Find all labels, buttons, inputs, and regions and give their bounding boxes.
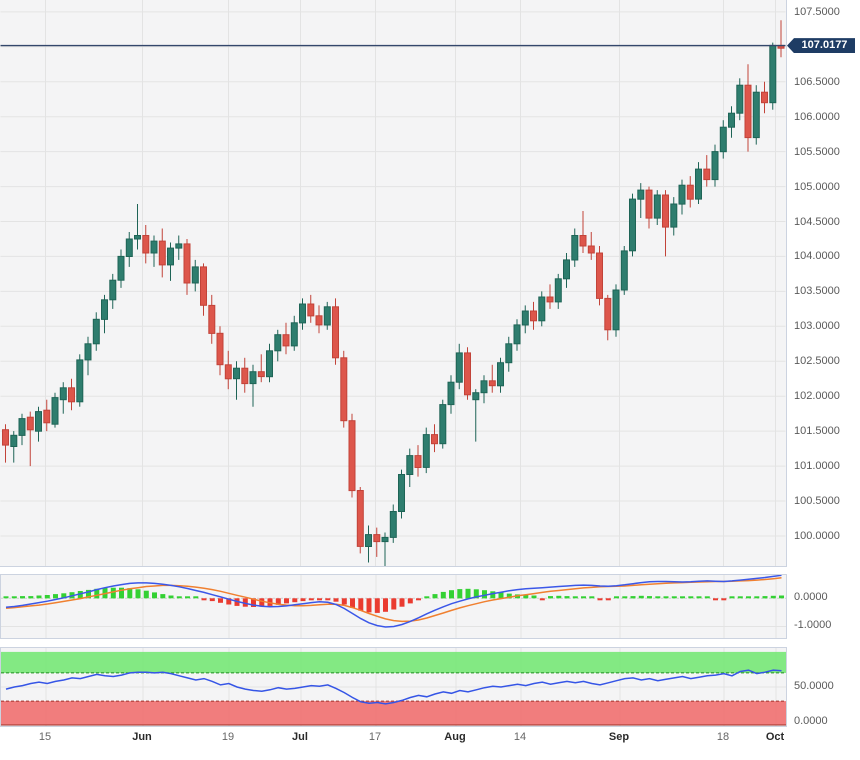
price-tick-label: 102.0000: [794, 390, 840, 403]
last-price-tag: 107.0177: [787, 38, 855, 54]
time-label-jun: Jun: [132, 731, 152, 743]
price-tick-label: 104.0000: [794, 250, 840, 263]
rsi-tick-label: 50.0000: [794, 680, 834, 692]
price-tick-label: 103.5000: [794, 285, 840, 298]
macd-tick-label: 0.0000: [794, 591, 828, 604]
time-label-14: 14: [513, 731, 527, 743]
time-label-aug: Aug: [444, 731, 466, 743]
price-tick-label: 100.5000: [794, 495, 840, 507]
macd-pane[interactable]: [0, 574, 787, 639]
price-tick-label: 107.5000: [794, 5, 840, 18]
price-tick-label: 106.5000: [794, 75, 840, 88]
time-label-17: 17: [368, 731, 382, 743]
price-tick-label: 104.5000: [794, 215, 840, 228]
candlestick-plot: [0, 0, 786, 566]
time-label-19: 19: [221, 731, 235, 743]
price-tick-label: 103.0000: [794, 320, 840, 333]
rsi-tick-label: 0.0000: [794, 715, 828, 728]
time-label-jul: Jul: [292, 731, 308, 743]
rsi-pane[interactable]: [0, 647, 787, 727]
price-tick-label: 101.0000: [794, 460, 840, 473]
rsi-plot: [1, 648, 786, 726]
price-tick-label: 102.5000: [794, 355, 840, 368]
price-tick-label: 100.0000: [794, 529, 840, 542]
macd-tick-label: -1.0000: [794, 619, 832, 632]
time-label-oct: Oct: [765, 731, 785, 743]
time-label-15: 15: [38, 731, 52, 743]
last-price-label: 107.0177: [801, 39, 848, 52]
price-tick-label: 106.0000: [794, 110, 840, 123]
time-label-18: 18: [716, 731, 730, 743]
time-label-sep: Sep: [608, 731, 630, 743]
price-tick-label: 101.5000: [794, 425, 840, 438]
price-tick-label: 105.5000: [794, 145, 840, 158]
macd-plot: [1, 575, 786, 638]
price-pane[interactable]: [0, 0, 787, 567]
price-tick-label: 105.0000: [794, 180, 840, 193]
